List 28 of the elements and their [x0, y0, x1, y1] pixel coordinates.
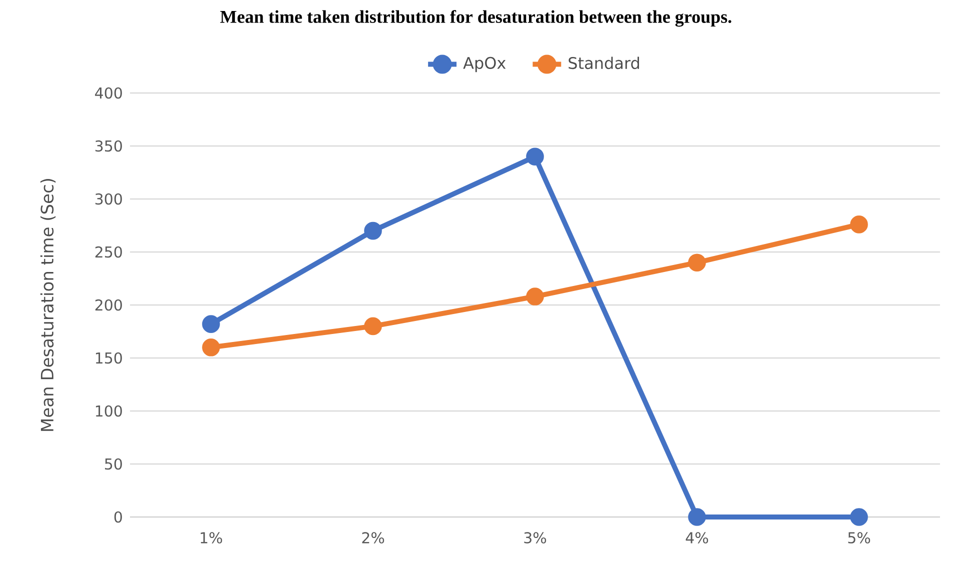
point	[202, 315, 220, 333]
y-tick-label: 250	[95, 246, 122, 258]
point	[364, 317, 382, 336]
y-tick-label: 300	[95, 193, 122, 205]
point	[364, 222, 382, 240]
x-tick-label: 1%	[200, 532, 222, 544]
legend-label: Standard	[568, 56, 639, 70]
x-tick-label: 4%	[686, 532, 708, 544]
point	[850, 508, 868, 526]
point	[688, 254, 706, 272]
point	[850, 216, 868, 234]
legend-label: ApOx	[463, 56, 506, 72]
point	[202, 338, 220, 356]
point	[526, 148, 544, 166]
point	[688, 508, 706, 526]
chart-title: Mean time taken distribution for desaturation between the groups.	[220, 10, 732, 27]
y-tick-label: 100	[96, 405, 122, 417]
point	[526, 288, 544, 306]
y-tick-label: 200	[95, 299, 122, 311]
x-tick-label: 3%	[524, 532, 546, 544]
y-tick-label: 0	[114, 511, 122, 523]
y-axis-title: Mean Desaturation time (Sec)	[40, 178, 56, 431]
y-tick-label: 350	[95, 140, 122, 152]
x-tick-label: 2%	[362, 532, 384, 544]
y-tick-label: 400	[95, 87, 122, 99]
x-tick-label: 5%	[848, 532, 870, 544]
y-tick-label: 150	[96, 352, 122, 364]
y-tick-label: 50	[105, 458, 122, 470]
